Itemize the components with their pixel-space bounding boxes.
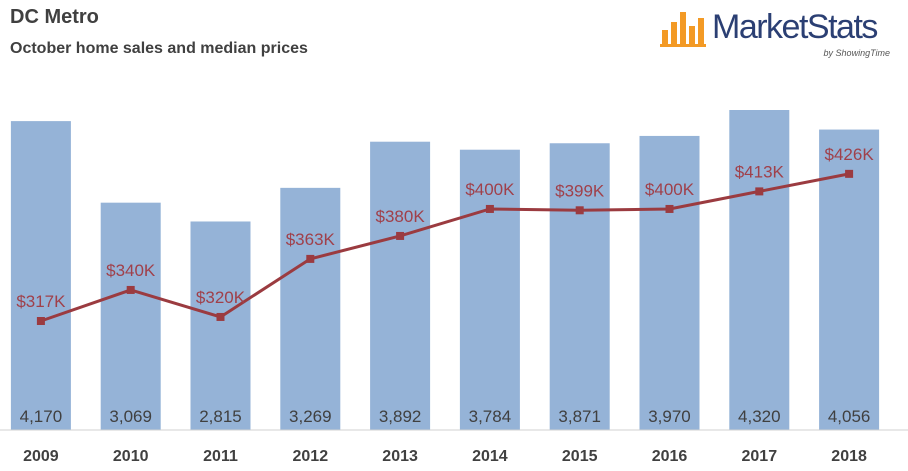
- x-tick-label: 2015: [562, 448, 598, 465]
- price-label: $380K: [376, 207, 426, 226]
- chart-subtitle: October home sales and median prices: [10, 40, 308, 57]
- x-tick-label: 2018: [831, 448, 867, 465]
- bar-2009: [10, 121, 71, 430]
- x-tick-label: 2010: [113, 448, 149, 465]
- price-marker-2010: [126, 285, 135, 294]
- price-label: $426K: [825, 145, 875, 164]
- x-tick-label: 2011: [203, 448, 238, 465]
- x-tick-label: 2013: [382, 448, 418, 465]
- price-label: $400K: [465, 180, 515, 199]
- bar-2011: [190, 221, 251, 430]
- x-tick-label: 2017: [742, 448, 778, 465]
- logo-text-stats: Stats: [806, 8, 878, 46]
- marketstats-logo: MarketStats by ShowingTime: [660, 6, 900, 62]
- price-marker-2016: [665, 204, 674, 213]
- chart-title: DC Metro: [10, 6, 99, 28]
- bar-value-label: 2,815: [199, 407, 242, 426]
- bar-value-label: 3,892: [379, 407, 422, 426]
- bar-2017: [729, 110, 790, 430]
- bar-value-label: 4,170: [20, 407, 63, 426]
- bar-value-label: 3,269: [289, 407, 332, 426]
- price-marker-2011: [216, 312, 225, 321]
- bar-value-label: 4,320: [738, 407, 781, 426]
- bar-2010: [100, 202, 161, 430]
- price-marker-2017: [755, 187, 764, 196]
- price-marker-2014: [485, 204, 494, 213]
- bar-2014: [459, 149, 520, 430]
- bar-value-label: 3,970: [648, 407, 691, 426]
- price-label: $413K: [735, 162, 785, 181]
- logo-wordmark: MarketStats: [712, 8, 878, 47]
- price-marker-2009: [36, 317, 45, 325]
- bar-value-label: 3,784: [469, 407, 512, 426]
- price-line: [40, 172, 850, 323]
- bar-2013: [370, 141, 431, 430]
- price-marker-2012: [306, 254, 315, 263]
- price-label: $340K: [106, 261, 156, 280]
- bar-2018: [819, 129, 880, 431]
- price-label: $320K: [196, 288, 246, 307]
- price-label: $317K: [16, 292, 66, 311]
- logo-text-market: Market: [712, 8, 808, 46]
- x-tick-label: 2009: [23, 448, 59, 465]
- bars-group: [0, 110, 908, 431]
- price-label: $400K: [645, 180, 695, 199]
- bar-2016: [639, 135, 700, 431]
- bar-value-label: 4,056: [828, 407, 871, 426]
- bar-2015: [549, 143, 610, 430]
- price-label: $399K: [555, 181, 605, 200]
- price-marker-2013: [396, 231, 405, 240]
- x-tick-label: 2016: [652, 448, 688, 465]
- x-tick-label: 2012: [293, 448, 329, 465]
- bar-value-label: 3,069: [109, 407, 152, 426]
- labels-group: 4,170 2009 3,069 2010 2,815 2011 3,269 2012 3,89…: [16, 145, 874, 465]
- price-label: $363K: [286, 230, 336, 249]
- logo-byline: by ShowingTime: [823, 48, 890, 58]
- price-line-group: [36, 169, 854, 325]
- bar-chart-logo-icon: [660, 12, 706, 47]
- bar-2012: [280, 187, 341, 430]
- bar-value-label: 3,871: [558, 407, 601, 426]
- price-marker-2018: [845, 169, 854, 178]
- x-tick-label: 2014: [472, 448, 508, 465]
- price-marker-2015: [575, 206, 584, 215]
